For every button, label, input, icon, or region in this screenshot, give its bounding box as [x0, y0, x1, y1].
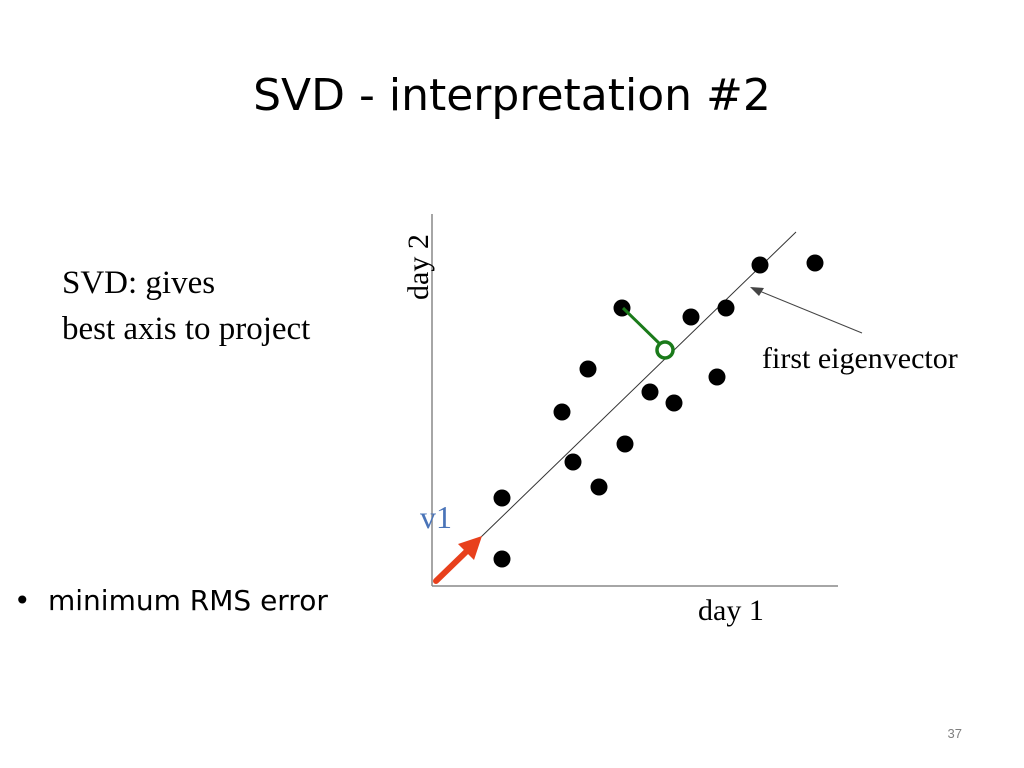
data-points	[493, 254, 824, 568]
data-point	[553, 403, 571, 421]
eigenvector-line	[479, 231, 797, 539]
data-point	[641, 383, 659, 401]
slide-title: SVD - interpretation #2	[253, 70, 771, 121]
v1-label: v1	[420, 499, 452, 535]
eigenvector-label: first eigenvector	[762, 342, 958, 375]
data-point	[682, 308, 700, 326]
y-axis-label: day 2	[402, 234, 435, 300]
data-point	[616, 435, 634, 453]
annotation-arrowhead	[750, 287, 764, 296]
projection-line	[621, 306, 666, 350]
bullet-icon: •	[14, 584, 31, 617]
data-point	[717, 299, 735, 317]
data-point	[708, 368, 726, 386]
v1-arrowhead	[458, 536, 482, 560]
data-point	[806, 254, 824, 272]
bullet-text: minimum RMS error	[48, 584, 328, 617]
data-point	[564, 453, 582, 471]
v1-arrow-shaft	[433, 547, 471, 584]
projected-point	[655, 340, 675, 360]
data-point	[590, 478, 608, 496]
data-point	[665, 394, 683, 412]
data-point	[493, 489, 511, 507]
x-axis-label: day 1	[698, 594, 764, 627]
intro-line-1: SVD: gives	[62, 265, 216, 301]
intro-line-2: best axis to project	[62, 311, 311, 347]
data-point	[493, 550, 511, 568]
bullet-item: • minimum RMS error	[14, 584, 328, 617]
annotation-line	[751, 287, 863, 334]
data-point	[579, 360, 597, 378]
page-number: 37	[947, 726, 962, 741]
intro-text: SVD: gives best axis to project	[62, 260, 310, 352]
data-point	[751, 256, 769, 274]
